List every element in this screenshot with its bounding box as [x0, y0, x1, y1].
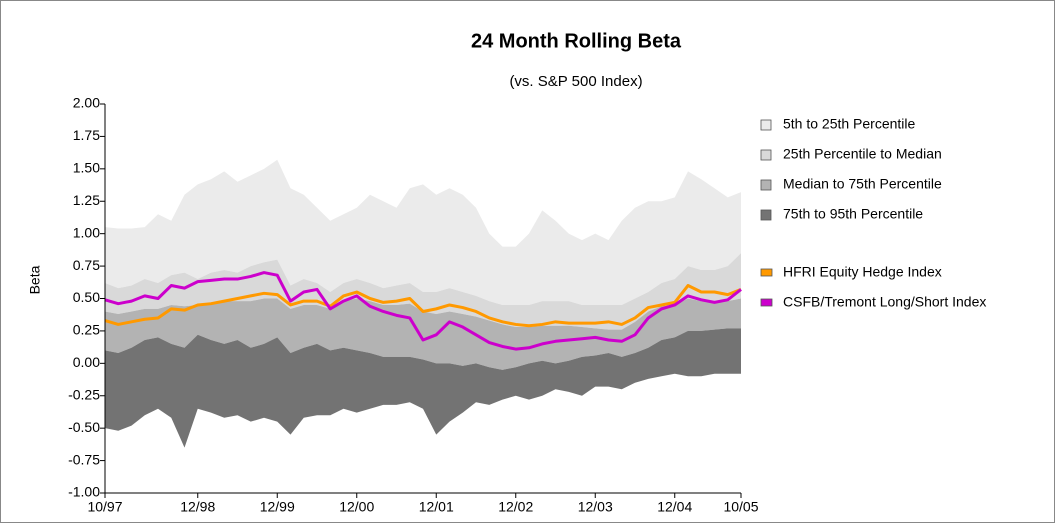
x-tick-label: 12/03	[578, 499, 613, 515]
y-tick-label: -1.00	[68, 484, 100, 500]
y-tick-label: -0.50	[68, 419, 100, 435]
x-tick-label: 10/05	[723, 499, 758, 515]
series-line	[104, 284, 742, 328]
y-tick-label: -0.25	[68, 386, 100, 402]
legend-label: 25th Percentile to Median	[783, 146, 942, 162]
legend-label: HFRI Equity Hedge Index	[783, 264, 942, 280]
legend-swatch	[760, 268, 773, 277]
legend-swatch	[760, 149, 772, 161]
y-tick-label: 1.75	[73, 127, 100, 143]
legend-swatch	[760, 298, 773, 307]
y-tick-label: 0.00	[73, 354, 100, 370]
x-tick-label: 12/98	[180, 499, 215, 515]
y-tick-label: 0.50	[73, 289, 100, 305]
y-tick-label: -0.75	[68, 451, 100, 467]
legend-label: 75th to 95th Percentile	[783, 206, 923, 222]
legend-label: CSFB/Tremont Long/Short Index	[783, 294, 986, 310]
y-tick-label: 0.75	[73, 257, 100, 273]
x-tick-label: 12/99	[260, 499, 295, 515]
legend-swatch	[760, 119, 772, 131]
band-area	[105, 328, 741, 448]
x-tick-label: 12/01	[419, 499, 454, 515]
x-tick-label: 12/02	[498, 499, 533, 515]
legend-label: Median to 75th Percentile	[783, 176, 942, 192]
legend-swatch	[760, 209, 772, 221]
chart-subtitle: (vs. S&P 500 Index)	[509, 73, 642, 90]
band-area	[105, 159, 741, 305]
x-tick-label: 12/00	[339, 499, 374, 515]
chart-title: 24 Month Rolling Beta	[471, 30, 682, 52]
y-tick-label: 1.25	[73, 192, 100, 208]
band-area	[105, 298, 741, 370]
series-line	[104, 271, 742, 351]
y-axis-label: Beta	[27, 265, 43, 294]
y-tick-label: 0.25	[73, 322, 100, 338]
y-tick-label: 1.50	[73, 160, 100, 176]
legend-swatch	[760, 179, 772, 191]
legend-label: 5th to 25th Percentile	[783, 116, 916, 132]
x-tick-label: 10/97	[87, 499, 122, 515]
y-tick-label: 1.00	[73, 224, 100, 240]
y-tick-label: 2.00	[73, 95, 100, 111]
x-tick-label: 12/04	[657, 499, 692, 515]
